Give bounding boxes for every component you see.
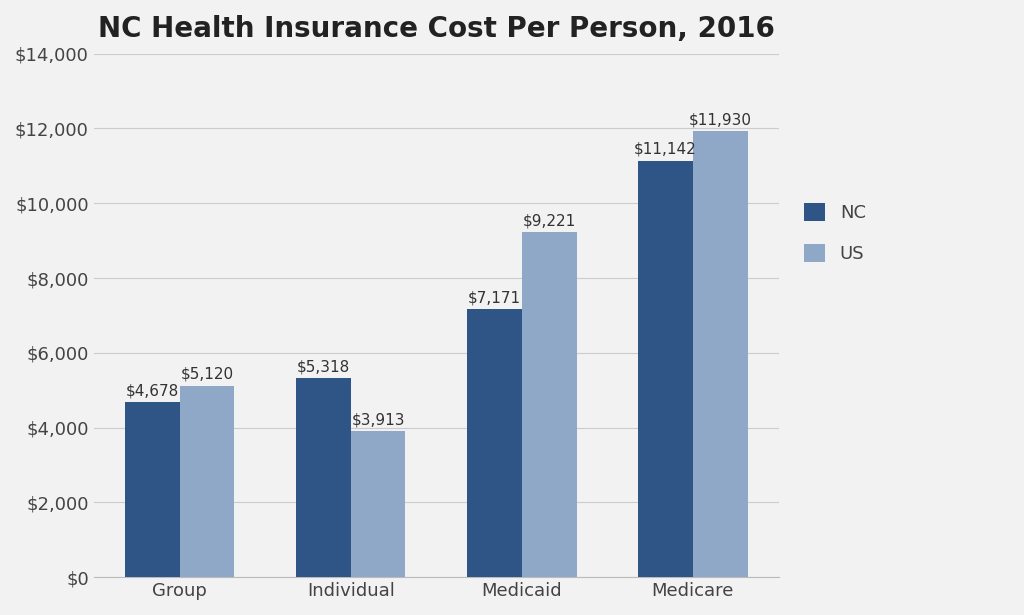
Text: $11,142: $11,142 <box>634 142 697 157</box>
Bar <box>179 386 234 577</box>
Bar <box>350 431 406 577</box>
Bar <box>125 402 179 577</box>
Legend: NC, US: NC, US <box>795 194 874 272</box>
Title: NC Health Insurance Cost Per Person, 2016: NC Health Insurance Cost Per Person, 201… <box>98 15 775 43</box>
Bar <box>638 161 693 577</box>
Text: $5,318: $5,318 <box>297 360 350 375</box>
Bar <box>693 131 748 577</box>
Text: $4,678: $4,678 <box>126 384 179 399</box>
Text: $9,221: $9,221 <box>522 213 575 229</box>
Text: $11,930: $11,930 <box>689 113 752 127</box>
Text: $5,120: $5,120 <box>180 367 233 382</box>
Text: $3,913: $3,913 <box>351 412 404 427</box>
Bar <box>522 232 577 577</box>
Text: $7,171: $7,171 <box>468 290 521 305</box>
Bar <box>467 309 522 577</box>
Bar <box>296 378 350 577</box>
